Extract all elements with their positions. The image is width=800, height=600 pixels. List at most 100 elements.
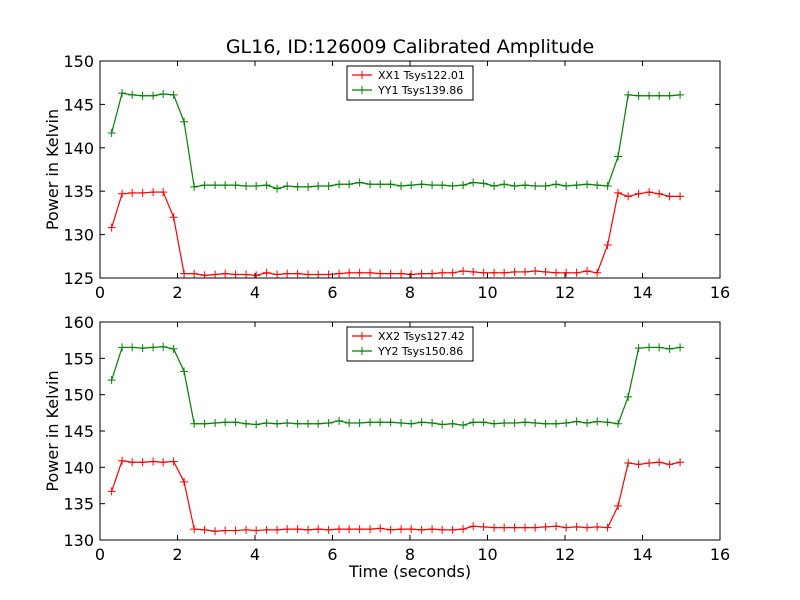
data-point [231,526,240,535]
series-2 [107,89,685,193]
data-point [624,90,633,99]
data-point [180,269,189,278]
data-point [314,181,323,190]
chart-title: GL16, ID:126009 Calibrated Amplitude [226,36,594,58]
data-point [407,525,416,534]
data-point [169,344,178,353]
x-tick-label: 0 [95,283,105,302]
data-point [541,419,550,428]
legend-marker [358,86,366,94]
data-point [242,419,251,428]
series-1 [107,456,685,536]
data-point [490,419,499,428]
data-point [634,460,643,469]
y-tick-label: 140 [63,139,94,158]
data-point [273,184,282,193]
data-point [211,270,220,278]
data-point [459,421,468,430]
data-point [397,525,406,534]
data-point [149,457,158,466]
chart-panel-2: 0 2 4 6 8 10 12 14 16 130 135 140 145 150 155 160 Power … [43,313,730,581]
data-point [541,522,550,531]
data-point [128,343,137,352]
data-point [593,181,602,190]
data-point [314,419,323,428]
data-point [562,268,571,277]
data-point [190,525,199,534]
data-point [562,523,571,532]
data-point [655,458,664,467]
data-point [603,241,612,250]
data-point [552,419,561,428]
data-point [138,458,147,467]
data-point [262,181,271,190]
data-point [500,180,509,189]
data-point [128,90,137,99]
data-point [552,180,561,189]
data-point [531,523,540,532]
data-point [355,525,364,534]
data-point [107,129,116,138]
legend-box [346,65,474,101]
x-tick-label: 2 [172,283,182,302]
data-point [231,270,240,278]
data-point [655,91,664,100]
data-point [521,267,530,276]
data-point [376,180,385,189]
data-point [655,343,664,352]
data-point [366,268,375,277]
data-point [107,376,116,385]
data-point [252,526,261,535]
data-point [665,344,674,353]
data-point [479,418,488,427]
data-point [428,181,437,190]
data-point [510,181,519,190]
data-point [200,419,209,428]
data-point [221,526,230,535]
data-point [314,270,323,278]
data-point [252,271,261,278]
data-point [386,180,395,189]
data-point [572,522,581,531]
data-point [448,419,457,428]
data-point [521,418,530,427]
data-point [200,525,209,534]
data-point [531,267,540,276]
data-point [676,343,685,352]
data-point [231,181,240,190]
data-point [221,418,230,427]
data-point [262,268,271,277]
data-point [634,189,643,198]
data-point [262,525,271,534]
data-point [211,527,220,536]
data-point [624,192,633,201]
data-point [417,269,426,278]
data-point [190,182,199,191]
data-point [407,270,416,278]
data-point [572,417,581,426]
legend-entry: YY2 Tsys150.86 [377,345,463,358]
data-point [345,268,354,277]
data-point [221,269,230,278]
legend: XX2 Tsys127.42 YY2 Tsys150.86 [346,326,474,362]
legend-entry: XX1 Tsys122.01 [378,69,465,82]
data-point [355,419,364,428]
y-tick-label: 140 [63,458,94,477]
y-tick-label: 135 [63,495,94,514]
data-point [583,523,592,532]
data-point [521,523,530,532]
data-point [634,344,643,353]
data-point [438,525,447,534]
data-point [252,181,261,190]
data-point [304,419,313,428]
data-point [634,91,643,100]
data-point [128,458,137,467]
data-point [583,180,592,189]
data-point [531,181,540,190]
data-point [541,181,550,190]
data-point [469,418,478,427]
data-point [614,501,623,510]
data-point [324,525,333,534]
data-point [138,188,147,197]
